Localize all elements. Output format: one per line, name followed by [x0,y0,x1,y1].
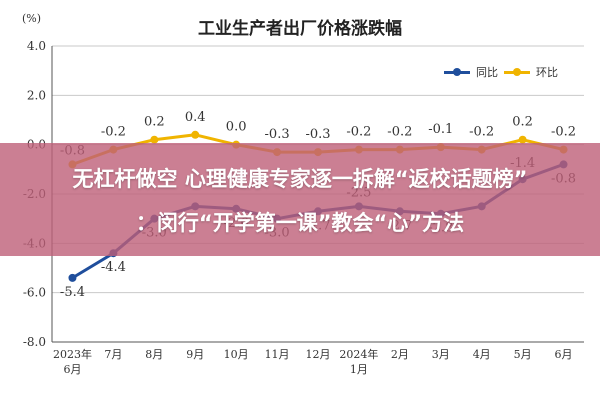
data-point-mom [150,135,159,144]
legend-label-yoy: 同比 [476,66,498,79]
y-tick-label: 4.0 [27,39,46,53]
x-tick-label: 2月 [391,348,409,361]
data-label-mom: -0.3 [265,127,290,142]
data-label-yoy: -4.4 [101,260,126,275]
overlay-headline-line2: ：闵行“开学第一课”教会“心”方法 [135,211,465,235]
x-tick-label: 6月 [555,348,573,361]
data-label-yoy: -5.4 [60,285,85,300]
legend-label-mom: 环比 [536,66,558,79]
data-point-yoy [68,273,77,282]
data-point-mom [191,130,200,139]
data-label-mom: 0.4 [185,110,206,125]
x-tick-label: 12月 [306,348,331,361]
y-tick-label: 2.0 [27,88,46,102]
y-tick-label: -8.0 [23,335,46,349]
data-point-mom [518,135,527,144]
data-label-mom: 0.2 [512,115,533,130]
data-label-mom: -0.2 [551,125,576,140]
x-tick-label: 4月 [473,348,491,361]
data-label-mom: -0.2 [469,125,494,140]
x-tick-label: 10月 [224,348,249,361]
y-tick-label: -6.0 [23,286,46,300]
data-label-mom: -0.3 [305,127,330,142]
x-tick-label: 1月 [350,363,368,376]
chart-legend: 同比 环比 [444,64,558,80]
x-tick-label: 5月 [514,348,532,361]
data-label-mom: 0.2 [144,115,165,130]
legend-swatch-mom [504,67,530,77]
x-tick-label: 3月 [432,348,450,361]
x-tick-label: 11月 [265,348,290,361]
x-tick-label: 6月 [63,363,81,376]
news-overlay-banner[interactable]: 无杠杆做空 心理健康专家逐一拆解“返校话题榜” ：闵行“开学第一课”教会“心”方… [0,143,600,256]
chart-title: 工业生产者出厂价格涨跌幅 [198,19,402,39]
x-tick-label: 2023年 [53,347,92,361]
data-label-mom: 0.0 [226,120,247,135]
x-tick-label: 8月 [145,348,163,361]
data-label-mom: -0.1 [428,122,453,137]
x-tick-label: 9月 [186,348,204,361]
legend-swatch-yoy [444,67,470,77]
x-tick-label: 2024年 [339,347,378,361]
overlay-headline-line1: 无杠杆做空 心理健康专家逐一拆解“返校话题榜” [72,167,528,191]
y-axis-unit: (%) [22,12,42,25]
data-label-mom: -0.2 [387,125,412,140]
x-tick-label: 7月 [104,348,122,361]
data-label-mom: -0.2 [346,125,371,140]
data-label-mom: -0.2 [101,125,126,140]
